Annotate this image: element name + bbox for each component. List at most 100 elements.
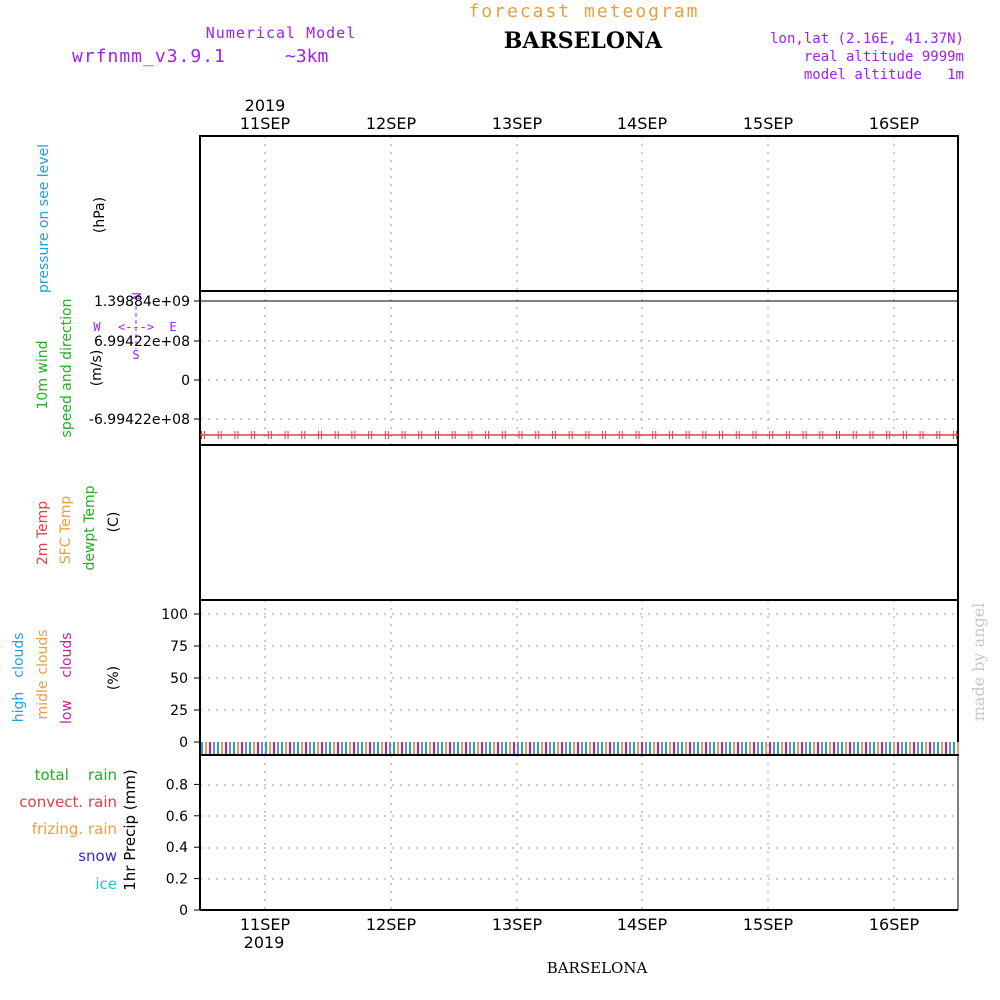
cloud-bar [373, 742, 375, 754]
wind-barb [568, 431, 573, 439]
cloud-y-tick-label: 100 [161, 607, 188, 623]
cloud-bar [281, 742, 283, 754]
clouds-unit: (%) [106, 666, 122, 690]
cloud-bar [409, 742, 411, 754]
wind-barb [251, 431, 256, 439]
cloud-bar [901, 742, 903, 754]
wind-barbs [201, 431, 957, 439]
cloud-bar [757, 742, 759, 754]
precip-y-tick-label: 0.6 [166, 809, 188, 825]
cloud-bar [865, 742, 867, 754]
cloud-bar [605, 742, 607, 754]
cloud-bar [897, 742, 899, 754]
top-x-tick-11sep: 11SEP [240, 114, 291, 133]
compass-e: E [169, 320, 176, 334]
cloud-bar [241, 742, 243, 754]
cloud-bar [249, 742, 251, 754]
cloud-bar [321, 742, 323, 754]
wind-label-2: speed and direction [59, 299, 75, 438]
cloud-bar [521, 742, 523, 754]
cloud-y-tick-labels: 100 75 50 25 0 [161, 607, 200, 751]
legend-frizing-rain: frizing. rain [32, 820, 117, 838]
legend-snow: snow [78, 847, 117, 865]
cloud-bar [905, 742, 907, 754]
cloud-bar [613, 742, 615, 754]
cloud-bar [265, 742, 267, 754]
cloud-bar [697, 742, 699, 754]
cloud-bar [565, 742, 567, 754]
cloud-bar [649, 742, 651, 754]
cloud-bar [621, 742, 623, 754]
cloud-bar [473, 742, 475, 754]
temp-2m-label: 2m Temp [35, 501, 51, 565]
cloud-bar [761, 742, 763, 754]
cloud-bar [709, 742, 711, 754]
cloud-bar [453, 742, 455, 754]
cloud-bar [361, 742, 363, 754]
cloud-bar [389, 742, 391, 754]
cloud-bar [681, 742, 683, 754]
precip-y-tick-label: 0.8 [166, 777, 188, 793]
cloud-bar [573, 742, 575, 754]
cloud-bars [201, 742, 959, 754]
coordinates: lon,lat (2.16E, 41.37N) [770, 31, 964, 47]
wind-barb [535, 431, 540, 439]
cloud-bar [437, 742, 439, 754]
high-clouds-label-2: clouds [11, 632, 27, 677]
cloud-bar [745, 742, 747, 754]
cloud-bar [233, 742, 235, 754]
cloud-bar [261, 742, 263, 754]
cloud-bar [925, 742, 927, 754]
model-version: wrfnmm_v3.9.1 [72, 46, 226, 67]
cloud-bar [481, 742, 483, 754]
cloud-bar [397, 742, 399, 754]
wind-barb [201, 431, 205, 439]
cloud-bar [301, 742, 303, 754]
cloud-bar [213, 742, 215, 754]
cloud-bar [805, 742, 807, 754]
cloud-bar [449, 742, 451, 754]
wind-y-tick-label: 1.39884e+09 [94, 294, 190, 310]
cloud-bar [293, 742, 295, 754]
wind-barb [434, 431, 439, 439]
cloud-bar [845, 742, 847, 754]
cloud-bar [721, 742, 723, 754]
cloud-bar [553, 742, 555, 754]
cloud-bar [837, 742, 839, 754]
cloud-bar [253, 742, 255, 754]
cloud-bar [369, 742, 371, 754]
wind-barb [668, 431, 673, 439]
precip-y-tick-label: 0 [179, 903, 188, 919]
cloud-y-tick-label: 75 [170, 639, 188, 655]
cloud-bar [665, 742, 667, 754]
bottom-x-tick-13sep: 13SEP [492, 915, 543, 934]
cloud-bar [593, 742, 595, 754]
cloud-bar [229, 742, 231, 754]
wind-barb [819, 431, 824, 439]
compass-s: S [132, 348, 139, 362]
cloud-bar [725, 742, 727, 754]
cloud-bar [557, 742, 559, 754]
wind-barb [936, 431, 941, 439]
wind-barb [418, 431, 423, 439]
precip-unit: 1hr Precip (mm) [121, 769, 139, 890]
cloud-bar [201, 742, 203, 754]
cloud-bar [313, 742, 315, 754]
cloud-bar [357, 742, 359, 754]
bottom-x-tick-16sep: 16SEP [869, 915, 920, 934]
cloud-bar [949, 742, 951, 754]
cloud-bar [673, 742, 675, 754]
high-clouds-label-1: high [11, 692, 27, 723]
precip-y-tick-label: 0.4 [166, 840, 188, 856]
model-altitude: model altitude 1m [804, 67, 964, 83]
cloud-bar [921, 742, 923, 754]
wind-barb [468, 431, 473, 439]
wind-barb [785, 431, 790, 439]
cloud-bar [269, 742, 271, 754]
top-x-tick-16sep: 16SEP [869, 114, 920, 133]
cloud-y-tick-label: 50 [170, 671, 188, 687]
cloud-bar [749, 742, 751, 754]
cloud-y-tick-label: 25 [170, 703, 188, 719]
wind-barb [551, 431, 556, 439]
cloud-bar [597, 742, 599, 754]
